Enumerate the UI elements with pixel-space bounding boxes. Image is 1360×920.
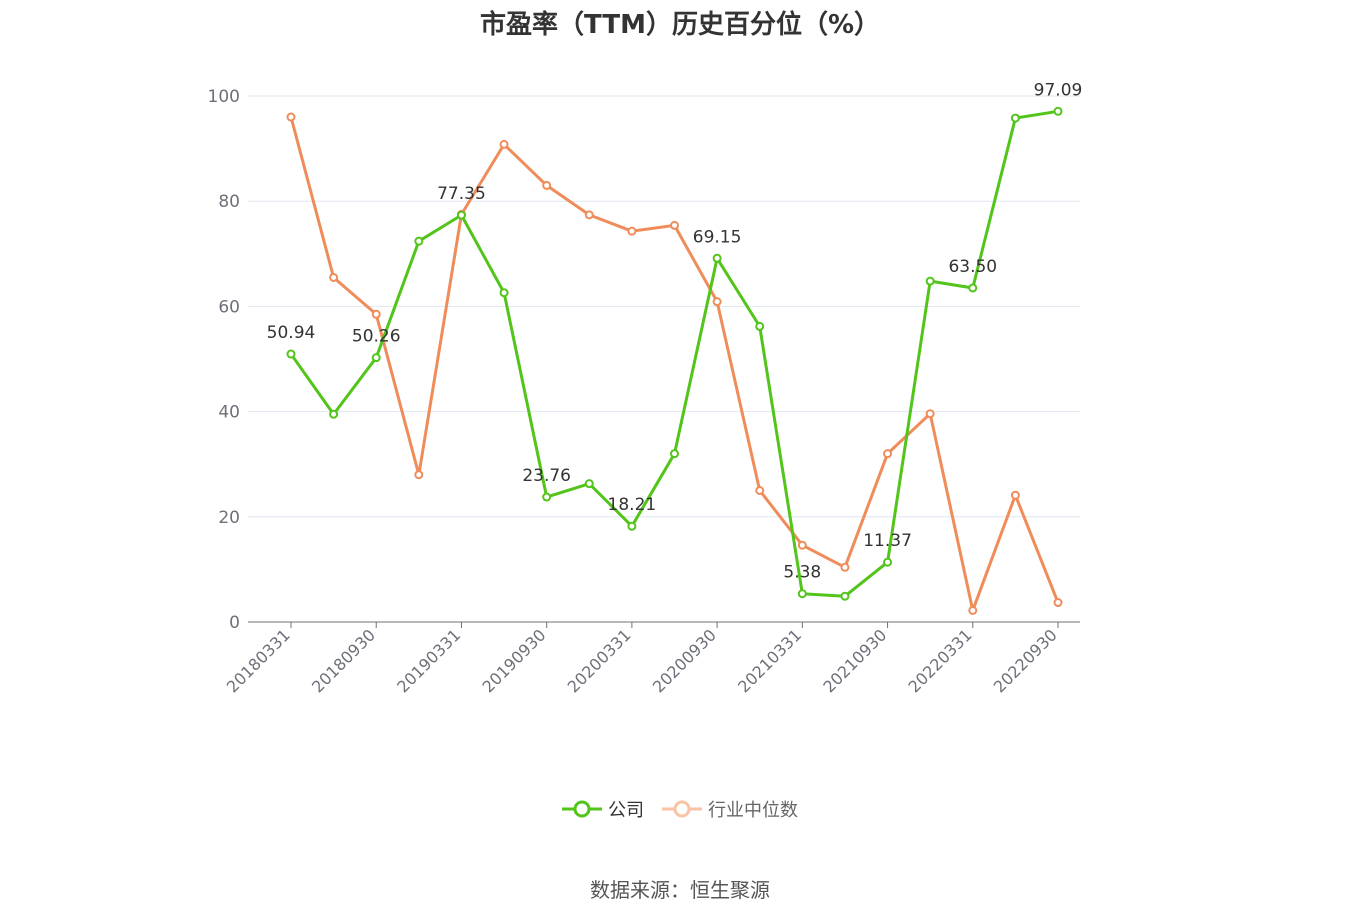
data-point <box>712 253 722 263</box>
y-tick-label: 80 <box>218 192 240 212</box>
legend-item-industry-median[interactable]: 行业中位数 <box>662 796 798 822</box>
data-point <box>329 409 339 419</box>
data-point <box>542 180 552 190</box>
data-point <box>371 353 381 363</box>
y-tick-label: 40 <box>218 403 240 423</box>
data-label: 69.15 <box>693 227 742 247</box>
x-tick-label: 20210331 <box>734 625 805 696</box>
data-point <box>883 449 893 459</box>
data-point <box>797 589 807 599</box>
series-line <box>289 109 1059 598</box>
data-point <box>286 349 296 359</box>
data-point <box>499 288 509 298</box>
series-industry-median <box>286 112 1063 615</box>
x-tick-label: 20180331 <box>223 625 294 696</box>
data-point <box>584 210 594 220</box>
legend-marker-industry-median <box>662 800 702 818</box>
data-point <box>1010 490 1020 500</box>
series-company <box>286 106 1063 601</box>
y-tick-label: 0 <box>229 613 240 633</box>
x-tick-label: 20200331 <box>564 625 635 696</box>
data-point <box>584 479 594 489</box>
legend: 公司 行业中位数 <box>0 796 1360 822</box>
data-point <box>627 226 637 236</box>
data-point <box>414 470 424 480</box>
data-point <box>755 321 765 331</box>
y-tick-label: 20 <box>218 508 240 528</box>
data-point <box>1053 106 1063 116</box>
series-line <box>289 116 1060 612</box>
data-point <box>968 283 978 293</box>
x-tick-label: 20220331 <box>905 625 976 696</box>
data-point <box>712 297 722 307</box>
data-point <box>797 540 807 550</box>
data-point <box>755 486 765 495</box>
data-point <box>542 492 552 502</box>
data-point <box>414 236 424 246</box>
data-point <box>968 605 978 615</box>
y-tick-label: 100 <box>208 87 240 107</box>
data-label: 77.35 <box>437 184 486 204</box>
data-label: 11.37 <box>863 531 912 551</box>
data-label: 50.94 <box>267 323 316 343</box>
data-label: 50.26 <box>352 327 401 347</box>
data-point <box>925 276 935 286</box>
data-point <box>286 112 296 122</box>
data-point <box>627 521 637 531</box>
data-point <box>883 557 893 567</box>
legend-label-company: 公司 <box>608 800 644 821</box>
x-tick-label: 20190930 <box>478 625 549 696</box>
data-labels: 50.94 50.26 77.35 23.76 18.21 69.15 5.38 11.37 6… <box>267 80 1083 582</box>
data-point <box>1053 598 1063 608</box>
x-tick-label: 20190331 <box>393 625 464 696</box>
y-axis-ticks: 0 20 40 60 80 100 <box>208 87 240 633</box>
x-tick-label: 20200930 <box>649 625 720 696</box>
chart-title: 市盈率（TTM）历史百分位（%） <box>480 10 880 40</box>
legend-item-company[interactable]: 公司 <box>562 796 644 822</box>
data-label: 18.21 <box>608 495 657 515</box>
data-label: 63.50 <box>948 257 997 277</box>
x-tick-label: 20220930 <box>990 625 1061 696</box>
data-point <box>840 562 850 572</box>
x-tick-label: 20180930 <box>308 625 379 696</box>
legend-marker-company <box>562 800 602 818</box>
series-lines <box>286 106 1063 615</box>
grid-lines <box>248 95 1080 518</box>
data-point <box>840 591 850 601</box>
data-point <box>670 449 679 459</box>
data-point <box>499 139 509 149</box>
data-label: 5.38 <box>783 563 821 583</box>
legend-label-industry-median: 行业中位数 <box>708 800 798 821</box>
data-label: 23.76 <box>522 466 571 486</box>
data-label: 97.09 <box>1034 80 1083 100</box>
data-point <box>1010 113 1020 123</box>
data-point <box>925 409 935 419</box>
x-tick-label: 20210930 <box>819 625 890 696</box>
data-point <box>329 272 339 282</box>
data-source: 数据来源：恒生聚源 <box>590 878 770 902</box>
data-point <box>371 309 381 319</box>
data-point <box>456 210 466 220</box>
x-axis-ticks: 20180331 20180930 20190331 20190930 20200331… <box>223 622 1061 696</box>
y-tick-label: 60 <box>218 297 240 317</box>
data-point <box>670 220 679 230</box>
